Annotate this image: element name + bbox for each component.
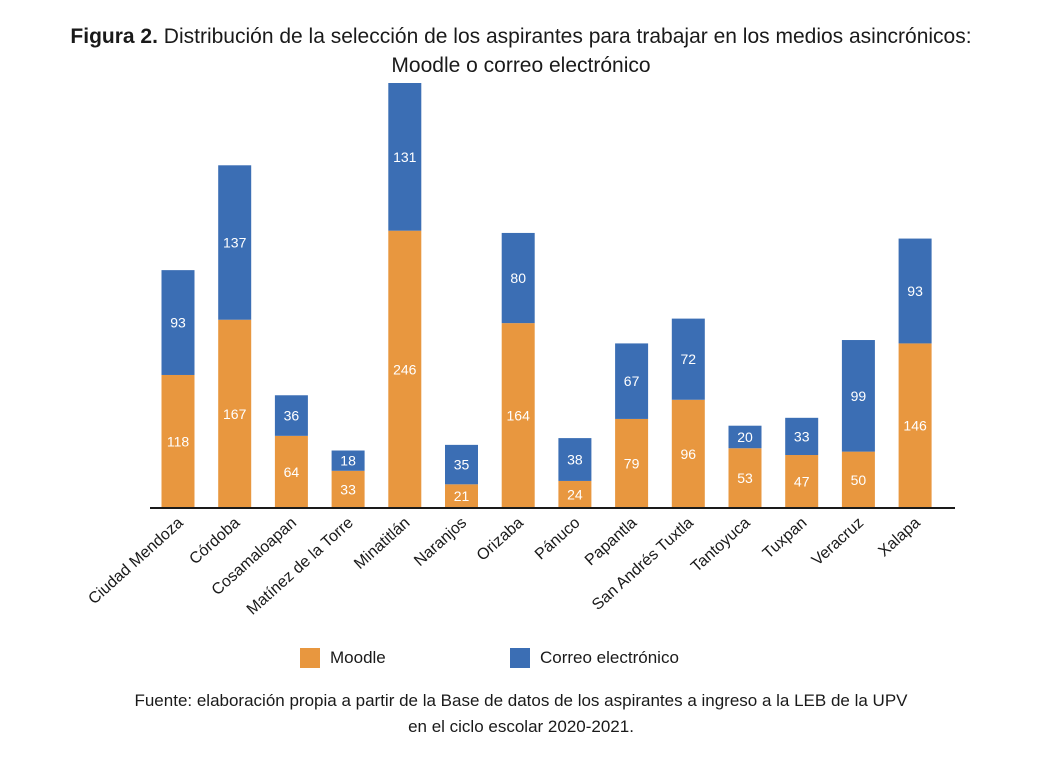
legend-swatch-moodle bbox=[300, 648, 320, 668]
x-tick-label-8: Papantla bbox=[582, 514, 640, 569]
x-tick-label-6: Orizaba bbox=[474, 514, 527, 564]
data-label-correo-11: 33 bbox=[794, 428, 810, 444]
bar-moodle-2 bbox=[274, 435, 308, 508]
bar-moodle-9 bbox=[671, 399, 705, 508]
legend-item-moodle: Moodle bbox=[300, 648, 386, 668]
data-label-correo-1: 137 bbox=[223, 235, 247, 251]
legend-item-correo: Correo electrónico bbox=[510, 648, 679, 668]
data-label-moodle-11: 47 bbox=[794, 474, 810, 490]
bar-moodle-3 bbox=[331, 470, 365, 508]
data-label-correo-10: 20 bbox=[737, 429, 753, 445]
x-tick-label-13: Xalapa bbox=[875, 514, 923, 560]
x-tick-label-10: Tantoyuca bbox=[688, 514, 754, 576]
data-label-correo-8: 67 bbox=[624, 373, 640, 389]
data-label-moodle-0: 118 bbox=[167, 433, 190, 449]
figure-number: Figura 2. bbox=[70, 25, 158, 48]
bar-moodle-0 bbox=[161, 374, 195, 508]
source-note: Fuente: elaboración propia a partir de l… bbox=[0, 688, 1042, 740]
data-label-moodle-4: 246 bbox=[393, 361, 417, 377]
data-label-moodle-6: 164 bbox=[507, 408, 531, 424]
title-text: Distribución de la selección de los aspi… bbox=[163, 25, 972, 48]
x-tick-label-11: Tuxpan bbox=[760, 514, 811, 562]
chart-title: Figura 2. Distribución de la selección d… bbox=[0, 22, 1042, 80]
bar-moodle-11 bbox=[785, 455, 819, 508]
data-label-correo-5: 35 bbox=[454, 457, 470, 473]
data-label-moodle-7: 24 bbox=[567, 486, 583, 502]
bar-correo-1 bbox=[218, 165, 252, 320]
data-label-correo-12: 99 bbox=[851, 388, 867, 404]
bar-correo-11 bbox=[785, 417, 819, 456]
data-label-correo-9: 72 bbox=[681, 351, 697, 367]
bar-moodle-5 bbox=[445, 484, 478, 508]
bar-moodle-4 bbox=[388, 230, 422, 508]
bar-moodle-1 bbox=[218, 319, 252, 508]
bar-correo-5 bbox=[445, 444, 478, 485]
bar-correo-13 bbox=[898, 238, 932, 344]
data-label-moodle-10: 53 bbox=[737, 470, 753, 486]
bar-correo-4 bbox=[388, 83, 422, 231]
bar-correo-12 bbox=[841, 340, 875, 452]
bar-moodle-7 bbox=[558, 480, 592, 508]
title-line-2: Moodle o correo electrónico bbox=[391, 54, 651, 77]
source-line-1: Fuente: elaboración propia a partir de l… bbox=[134, 691, 908, 710]
x-tick-label-9: San Andrés Tuxtla bbox=[589, 514, 697, 614]
bar-correo-0 bbox=[161, 270, 195, 375]
bar-moodle-8 bbox=[615, 418, 649, 508]
data-label-moodle-2: 64 bbox=[284, 464, 300, 480]
data-label-correo-6: 80 bbox=[510, 270, 526, 286]
legend-label-correo: Correo electrónico bbox=[540, 648, 679, 667]
data-label-moodle-3: 33 bbox=[340, 481, 356, 497]
legend-label-moodle: Moodle bbox=[330, 648, 386, 667]
x-tick-label-5: Naranjos bbox=[411, 514, 470, 569]
x-tick-label-12: Veracruz bbox=[809, 514, 867, 569]
data-label-moodle-1: 167 bbox=[223, 406, 247, 422]
bar-moodle-6 bbox=[501, 323, 535, 508]
data-label-moodle-13: 146 bbox=[903, 418, 927, 434]
data-label-moodle-5: 21 bbox=[454, 488, 470, 504]
bar-correo-7 bbox=[558, 438, 592, 481]
data-label-correo-0: 93 bbox=[170, 315, 186, 331]
chart-legend: Moodle Correo electrónico bbox=[0, 648, 1042, 672]
legend-swatch-correo bbox=[510, 648, 530, 668]
data-label-moodle-12: 50 bbox=[851, 472, 867, 488]
data-label-moodle-8: 79 bbox=[624, 455, 640, 471]
x-tick-label-4: Minatitlán bbox=[351, 514, 413, 572]
bar-correo-3 bbox=[331, 450, 365, 471]
data-label-correo-4: 131 bbox=[393, 149, 417, 165]
bar-correo-8 bbox=[615, 343, 649, 419]
bar-correo-2 bbox=[274, 395, 308, 436]
x-tick-label-3: Matínez de la Torre bbox=[244, 514, 357, 618]
x-tick-label-1: Córdoba bbox=[186, 514, 243, 568]
x-tick-label-0: Ciudad Mendoza bbox=[85, 514, 186, 608]
bar-moodle-13 bbox=[898, 343, 932, 508]
x-tick-label-7: Pánuco bbox=[532, 514, 584, 563]
bar-correo-9 bbox=[671, 318, 705, 400]
data-label-correo-2: 36 bbox=[284, 408, 300, 424]
bar-correo-6 bbox=[501, 232, 535, 324]
data-label-correo-13: 93 bbox=[907, 283, 923, 299]
bar-moodle-10 bbox=[728, 448, 762, 508]
data-label-correo-7: 38 bbox=[567, 452, 583, 468]
data-label-correo-3: 18 bbox=[340, 453, 356, 469]
title-line-1: Figura 2. Distribución de la selección d… bbox=[0, 22, 1042, 51]
bar-correo-10 bbox=[728, 425, 762, 449]
source-line-2: en el ciclo escolar 2020-2021. bbox=[408, 717, 634, 736]
data-label-moodle-9: 96 bbox=[681, 446, 697, 462]
bar-moodle-12 bbox=[841, 451, 875, 508]
